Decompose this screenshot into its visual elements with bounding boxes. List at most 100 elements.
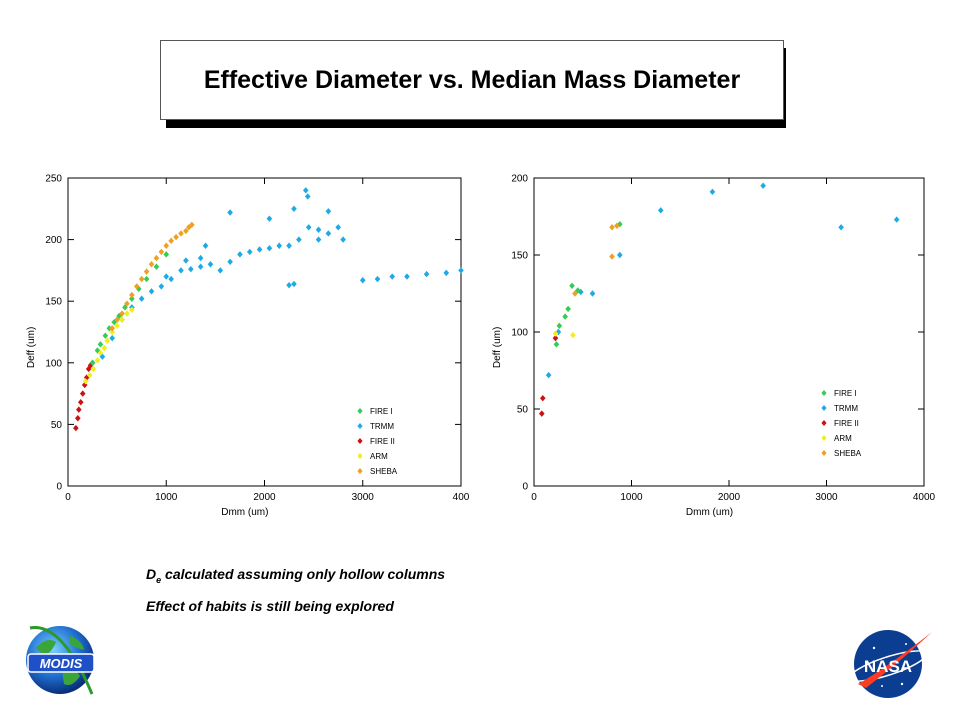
left-point-trmm — [138, 295, 145, 302]
left-point-sheba — [183, 227, 189, 235]
left-point-fire-i — [163, 251, 170, 258]
modis-logo-text: MODIS — [40, 656, 83, 671]
right-point-sheba — [609, 224, 615, 231]
left-point-fire-i — [97, 341, 104, 348]
left-point-arm — [104, 337, 111, 344]
left-point-arm — [109, 328, 116, 336]
left-point-fire-ii — [77, 399, 84, 406]
note-de: De calculated assuming only hollow colum… — [146, 566, 445, 585]
left-point-trmm — [315, 236, 322, 243]
right-point-trmm — [893, 216, 900, 223]
left-point-fire-i — [143, 275, 150, 283]
left-point-trmm — [296, 236, 302, 243]
left-y-tick-label: 250 — [45, 174, 62, 185]
left-x-tick-label: 400 — [453, 492, 470, 503]
left-point-trmm — [246, 248, 253, 256]
right-legend-marker-fire-i — [821, 390, 827, 396]
right-legend-marker-sheba — [821, 450, 827, 456]
modis-logo: MODIS — [26, 626, 95, 695]
left-point-trmm — [227, 258, 233, 265]
left-point-trmm — [302, 187, 309, 194]
left-point-trmm — [315, 226, 322, 233]
left-point-trmm — [340, 236, 346, 243]
left-point-trmm — [304, 193, 311, 200]
left-point-trmm — [202, 242, 209, 249]
right-point-fire-i — [569, 282, 575, 289]
right-legend-label-fire-ii: FIRE II — [834, 419, 859, 428]
left-point-fire-i — [153, 263, 160, 270]
left-x-tick-label: 2000 — [253, 492, 276, 503]
right-legend-marker-arm — [821, 435, 827, 441]
right-y-tick-label: 150 — [511, 251, 528, 262]
left-point-trmm — [325, 208, 332, 215]
left-point-trmm — [335, 224, 341, 231]
right-point-trmm — [617, 251, 623, 259]
left-point-sheba — [129, 291, 135, 299]
left-point-trmm — [197, 254, 204, 262]
left-x-tick-label: 0 — [65, 492, 71, 503]
left-point-trmm — [291, 205, 297, 212]
right-point-trmm — [545, 371, 552, 379]
right-point-trmm — [589, 290, 596, 297]
right-point-sheba — [609, 253, 615, 260]
left-point-sheba — [168, 237, 174, 245]
right-legend-marker-trmm — [821, 405, 827, 411]
left-point-sheba — [133, 283, 140, 290]
left-point-trmm — [374, 275, 381, 283]
left-point-trmm — [178, 267, 184, 274]
left-y-tick-label: 200 — [45, 235, 62, 246]
left-point-trmm — [443, 269, 450, 277]
left-legend-label-fire-i: FIRE I — [370, 407, 393, 416]
left-point-sheba — [163, 242, 170, 249]
left-point-trmm — [266, 215, 273, 222]
left-legend-label-arm: ARM — [370, 452, 388, 461]
left-point-trmm — [359, 277, 366, 284]
left-point-trmm — [109, 334, 116, 342]
left-point-arm — [94, 357, 101, 364]
left-point-sheba — [119, 310, 125, 317]
left-point-trmm — [237, 251, 243, 258]
left-legend-marker-sheba — [357, 468, 363, 474]
left-point-trmm — [188, 265, 194, 273]
left-point-trmm — [227, 209, 233, 216]
left-y-tick-label: 150 — [45, 297, 62, 308]
left-point-trmm — [183, 257, 189, 264]
left-point-trmm — [291, 280, 297, 288]
right-plot-frame — [533, 177, 925, 487]
title-box: Effective Diameter vs. Median Mass Diame… — [160, 40, 784, 120]
right-legend-marker-fire-ii — [821, 420, 827, 426]
left-y-tick-label: 0 — [56, 482, 62, 493]
left-point-sheba — [153, 254, 160, 262]
right-x-tick-label: 3000 — [815, 492, 838, 503]
right-x-tick-label: 0 — [531, 492, 537, 503]
left-point-trmm — [266, 245, 273, 252]
left-x-tick-label: 3000 — [352, 492, 375, 503]
right-point-trmm — [578, 288, 584, 296]
left-legend-marker-fire-i — [357, 408, 363, 414]
left-point-arm — [86, 371, 93, 379]
left-point-trmm — [197, 263, 204, 270]
left-point-sheba — [178, 230, 184, 237]
left-point-sheba — [143, 268, 150, 275]
left-legend-marker-arm — [357, 453, 363, 459]
left-point-sheba — [173, 233, 179, 241]
right-point-fire-ii — [539, 395, 546, 402]
left-legend-label-trmm: TRMM — [370, 422, 394, 431]
right-point-sheba — [572, 290, 578, 297]
right-point-fire-i — [617, 221, 623, 228]
note-de-prefix: D — [146, 566, 157, 582]
left-legend-marker-trmm — [357, 423, 363, 429]
left-y-tick-label: 50 — [51, 420, 63, 431]
right-x-axis-label: Dmm (um) — [686, 507, 733, 518]
left-y-tick-label: 100 — [45, 358, 62, 369]
left-point-trmm — [458, 267, 464, 274]
left-legend-label-sheba: SHEBA — [370, 467, 398, 476]
left-legend-label-fire-ii: FIRE II — [370, 437, 395, 446]
left-point-trmm — [158, 283, 165, 290]
right-point-fire-i — [562, 313, 568, 320]
right-legend-label-arm: ARM — [834, 434, 852, 443]
left-point-trmm — [217, 267, 224, 274]
right-y-tick-label: 50 — [517, 405, 529, 416]
left-point-sheba — [188, 221, 195, 229]
